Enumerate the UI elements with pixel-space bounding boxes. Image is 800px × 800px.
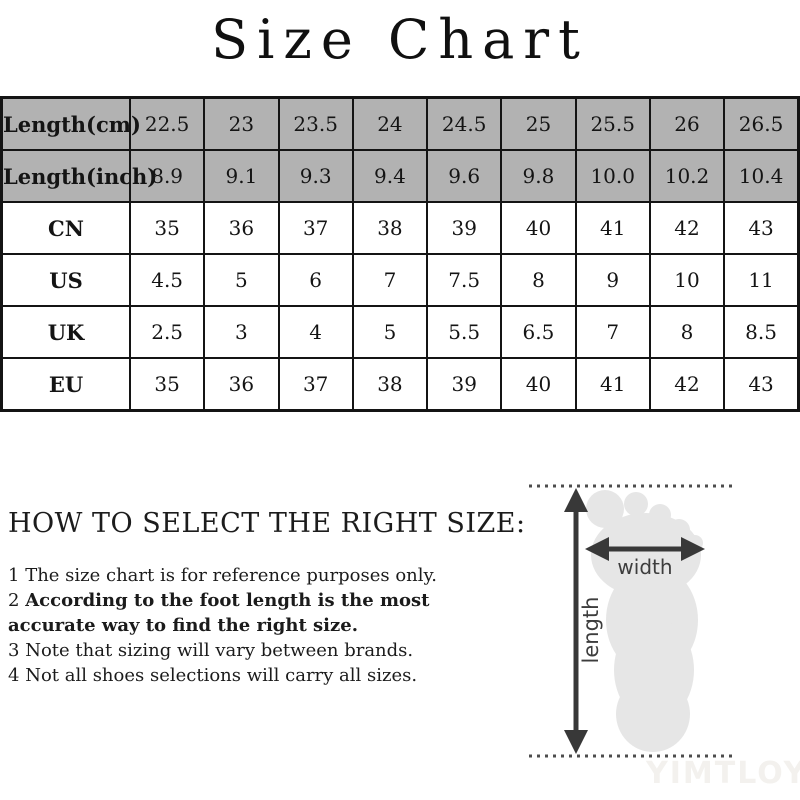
guide-heading: HOW TO SELECT THE RIGHT SIZE: xyxy=(8,508,526,539)
size-cell: 23.5 xyxy=(277,96,354,151)
size-cell: 7 xyxy=(351,253,429,307)
guide-note: 1 The size chart is for reference purpos… xyxy=(8,563,478,588)
size-cell: 43 xyxy=(723,357,800,412)
table-row: Length(inch) 8.9 9.1 9.3 9.4 9.6 9.8 10.0 10.2 10… xyxy=(0,149,800,203)
size-cell: 39 xyxy=(426,201,503,255)
table-row: Length(cm) 22.5 23 23.5 24 24.5 25 25.5 26 26.5 xyxy=(0,96,800,151)
size-cell: 35 xyxy=(128,201,206,255)
row-label: EU xyxy=(0,357,131,412)
size-cell: 8.9 xyxy=(128,149,206,203)
note-text: According to the foot length is the most… xyxy=(8,590,430,636)
foot-measure-diagram: width length xyxy=(525,470,760,765)
size-cell: 23 xyxy=(203,96,280,151)
table-row: UK 2.5 3 4 5 5.5 6.5 7 8 8.5 xyxy=(0,305,800,359)
size-cell: 26.5 xyxy=(723,96,800,151)
guide-notes: 1 The size chart is for reference purpos… xyxy=(8,563,478,688)
table-row: US 4.5 5 6 7 7.5 8 9 10 11 xyxy=(0,253,800,307)
size-cell: 5.5 xyxy=(426,305,503,359)
length-arrow xyxy=(564,488,588,754)
size-cell: 41 xyxy=(574,357,651,412)
size-cell: 2.5 xyxy=(128,305,206,359)
size-cell: 9.1 xyxy=(203,149,280,203)
size-cell: 40 xyxy=(500,357,577,412)
row-label: Length(inch) xyxy=(0,149,157,203)
size-cell: 9.8 xyxy=(500,149,577,203)
row-label: CN xyxy=(0,201,131,255)
size-cell: 5 xyxy=(351,305,429,359)
length-label: length xyxy=(579,597,603,664)
watermark: YIMTLOY xyxy=(646,756,800,791)
size-table: Length(cm) 22.5 23 23.5 24 24.5 25 25.5 26 26.5 Le… xyxy=(0,96,800,412)
note-text: Not all shoes selections will carry all … xyxy=(25,665,418,686)
size-cell: 37 xyxy=(277,357,354,412)
size-cell: 35 xyxy=(128,357,206,412)
size-cell: 38 xyxy=(351,201,429,255)
note-number: 3 xyxy=(8,640,20,661)
size-cell: 38 xyxy=(351,357,429,412)
size-cell: 7.5 xyxy=(426,253,503,307)
size-cell: 7 xyxy=(574,305,651,359)
table-row: CN 35 36 37 38 39 40 41 42 43 xyxy=(0,201,800,255)
size-cell: 36 xyxy=(203,201,280,255)
guide-note: 3 Note that sizing will vary between bra… xyxy=(8,638,478,663)
size-cell: 6 xyxy=(277,253,354,307)
size-cell: 25 xyxy=(500,96,577,151)
size-cell: 11 xyxy=(723,253,800,307)
footprint-graphic xyxy=(586,490,703,752)
width-arrow xyxy=(585,537,705,561)
size-cell: 36 xyxy=(203,357,280,412)
width-label: width xyxy=(617,555,672,579)
note-text: Note that sizing will vary between brand… xyxy=(25,640,414,661)
size-cell: 5 xyxy=(203,253,280,307)
size-cell: 26 xyxy=(648,96,726,151)
size-cell: 9.6 xyxy=(426,149,503,203)
note-number: 2 xyxy=(8,590,20,611)
size-cell: 39 xyxy=(426,357,503,412)
guide-note: 4 Not all shoes selections will carry al… xyxy=(8,663,478,688)
size-cell: 9.4 xyxy=(351,149,429,203)
table-row: EU 35 36 37 38 39 40 41 42 43 xyxy=(0,357,800,412)
size-cell: 8 xyxy=(500,253,577,307)
size-cell: 3 xyxy=(203,305,280,359)
row-label: UK xyxy=(0,305,131,359)
size-cell: 4.5 xyxy=(128,253,206,307)
size-cell: 41 xyxy=(574,201,651,255)
size-cell: 37 xyxy=(277,201,354,255)
note-text: The size chart is for reference purposes… xyxy=(25,565,438,586)
size-guide-section: HOW TO SELECT THE RIGHT SIZE: 1 The size… xyxy=(8,508,526,688)
note-number: 4 xyxy=(8,665,20,686)
size-cell: 9.3 xyxy=(277,149,354,203)
size-cell: 10 xyxy=(648,253,726,307)
size-cell: 10.4 xyxy=(723,149,800,203)
size-cell: 42 xyxy=(648,357,726,412)
note-number: 1 xyxy=(8,565,20,586)
size-cell: 40 xyxy=(500,201,577,255)
row-label: Length(cm) xyxy=(0,96,141,151)
size-cell: 24 xyxy=(351,96,429,151)
size-cell: 9 xyxy=(574,253,651,307)
size-cell: 10.0 xyxy=(574,149,651,203)
guide-note: 2 According to the foot length is the mo… xyxy=(8,588,440,638)
page-title: Size Chart xyxy=(211,8,589,71)
foot-diagram-svg: width length xyxy=(529,484,732,758)
size-cell: 43 xyxy=(723,201,800,255)
row-label: US xyxy=(0,253,131,307)
size-cell: 22.5 xyxy=(128,96,206,151)
size-cell: 8 xyxy=(648,305,726,359)
size-cell: 4 xyxy=(277,305,354,359)
size-cell: 42 xyxy=(648,201,726,255)
size-cell: 6.5 xyxy=(500,305,577,359)
size-cell: 24.5 xyxy=(426,96,503,151)
size-cell: 10.2 xyxy=(648,149,726,203)
size-cell: 25.5 xyxy=(574,96,651,151)
size-cell: 8.5 xyxy=(723,305,800,359)
